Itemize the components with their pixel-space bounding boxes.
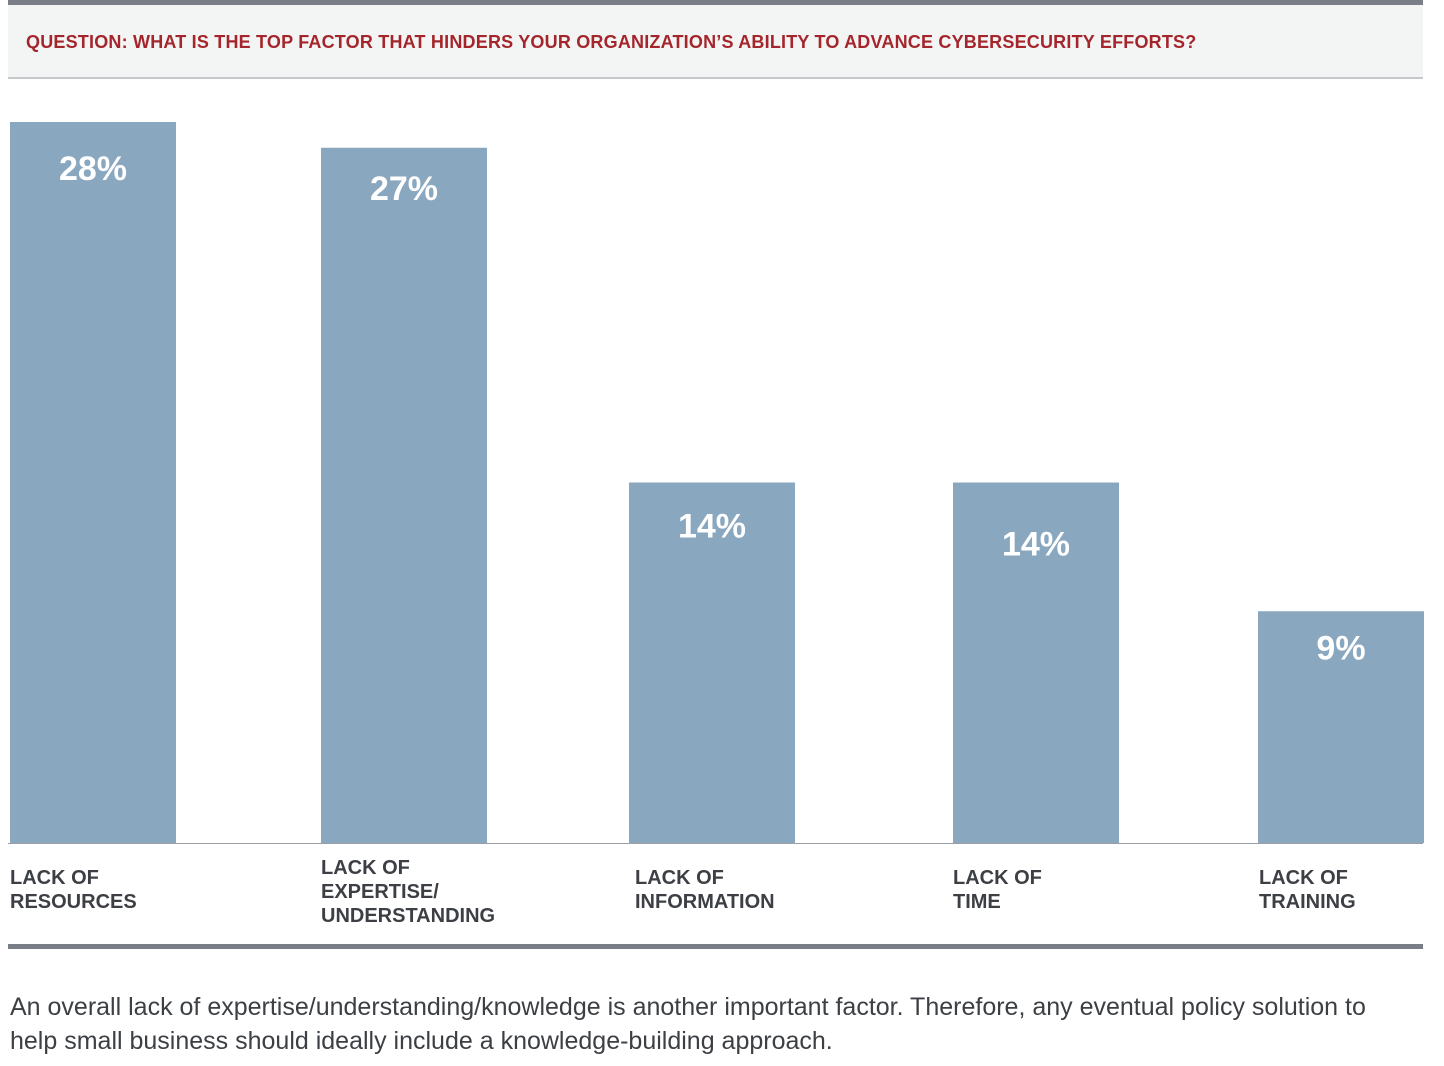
chart-question: QUESTION: WHAT IS THE TOP FACTOR THAT HI…: [26, 32, 1197, 52]
bar-chart: 28% 27% 14% 14% 9%: [8, 122, 1424, 844]
category-label-line: LACK OF: [1259, 867, 1348, 889]
category-label-line: LACK OF: [953, 867, 1042, 889]
category-label-line: TIME: [953, 891, 1001, 913]
value-label-5: 9%: [1316, 629, 1365, 667]
category-label-line: TRAINING: [1259, 891, 1356, 913]
bar-1: [10, 122, 176, 843]
value-label-4: 14%: [1002, 526, 1070, 564]
category-label-line: LACK OF: [635, 867, 724, 889]
bar-4: [953, 482, 1119, 843]
category-label-line: LACK OF: [10, 867, 99, 889]
value-label-3: 14%: [678, 508, 746, 546]
bar-3: [629, 482, 795, 843]
chart-caption: An overall lack of expertise/understandi…: [10, 993, 1366, 1055]
bar-2: [321, 147, 487, 843]
category-label-line: INFORMATION: [635, 891, 775, 913]
category-label-2: LACK OF EXPERTISE/UNDERSTANDING: [321, 856, 581, 928]
category-label-line: EXPERTISE/: [321, 881, 439, 903]
category-label-5: LACK OF TRAINING: [1259, 866, 1444, 914]
value-label-2: 27%: [370, 170, 438, 208]
category-label-1: LACK OF RESOURCES: [10, 866, 270, 914]
category-label-4: LACK OF TIME: [953, 866, 1213, 914]
bottom-rule: [8, 944, 1423, 949]
bar-5: [1258, 611, 1424, 843]
value-label-1: 28%: [59, 150, 127, 188]
top-rule: [8, 0, 1423, 5]
category-label-line: UNDERSTANDING: [321, 905, 496, 927]
category-label-line: RESOURCES: [10, 891, 137, 913]
question-band: QUESTION: WHAT IS THE TOP FACTOR THAT HI…: [8, 5, 1423, 79]
category-label-3: LACK OF INFORMATION: [635, 866, 895, 914]
category-label-line: LACK OF: [321, 857, 410, 879]
